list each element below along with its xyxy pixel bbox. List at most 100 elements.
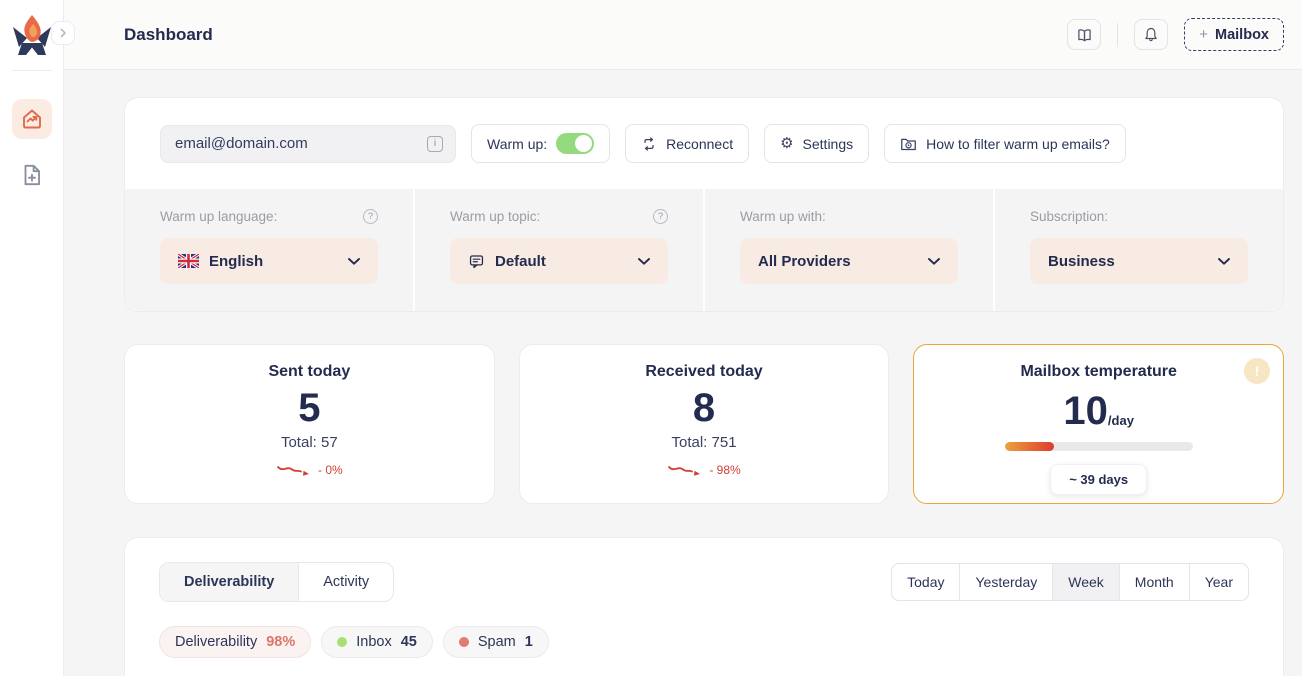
range-year[interactable]: Year xyxy=(1188,564,1248,600)
trend-value: - 98% xyxy=(709,463,741,477)
plus-icon: + xyxy=(1199,26,1209,43)
topic-dropdown[interactable]: Default xyxy=(450,238,668,284)
home-trend-icon xyxy=(22,109,41,129)
temperature-unit: /day xyxy=(1107,413,1134,428)
range-month[interactable]: Month xyxy=(1118,564,1189,600)
chevron-down-icon xyxy=(1218,257,1230,265)
warmup-toggle[interactable] xyxy=(556,133,595,154)
panel-tabs: Deliverability Activity xyxy=(159,562,395,602)
spam-chip[interactable]: Spam 1 xyxy=(442,626,549,658)
content: i Warm up: Reconnect ⚙ xyxy=(64,70,1302,676)
mailbox-temperature-card: ! Mailbox temperature 10 /day ~ 39 days xyxy=(913,344,1285,504)
sidebar-item-dashboard[interactable] xyxy=(11,99,52,139)
sent-today-card: Sent today 5 Total: 57 - 0% xyxy=(124,344,495,504)
sidebar-expand-button[interactable] xyxy=(51,21,75,45)
tab-activity[interactable]: Activity xyxy=(323,574,370,590)
sidebar-divider xyxy=(11,70,52,71)
chip-label: Inbox xyxy=(356,634,392,650)
help-icon[interactable]: ? xyxy=(363,209,378,224)
date-range-selector: Today Yesterday Week Month Year xyxy=(891,563,1249,601)
temperature-eta-badge: ~ 39 days xyxy=(1050,464,1148,495)
email-field-wrap: i xyxy=(160,124,456,163)
temperature-progress-fill xyxy=(1004,442,1054,451)
warmup-label: Warm up: xyxy=(487,135,548,152)
stat-total: Total: 57 xyxy=(280,434,338,451)
trend-down-sparkline-icon xyxy=(277,466,309,476)
stat-title: Received today xyxy=(645,363,763,380)
warning-icon[interactable]: ! xyxy=(1244,358,1271,384)
trend-value: - 0% xyxy=(317,463,343,477)
stat-total: Total: 751 xyxy=(671,434,737,451)
reconnect-label: Reconnect xyxy=(666,135,734,152)
range-today[interactable]: Today xyxy=(907,574,945,590)
gear-icon: ⚙ xyxy=(780,135,794,152)
chevron-down-icon xyxy=(928,257,940,265)
setting-label: Warm up language: xyxy=(160,209,278,224)
dropdown-value: All Providers xyxy=(758,252,851,270)
video-folder-icon xyxy=(901,138,917,150)
chevron-down-icon xyxy=(348,257,360,265)
info-icon[interactable]: i xyxy=(427,135,443,152)
file-plus-icon xyxy=(24,164,40,186)
stat-value: 5 xyxy=(298,386,321,430)
filter-help-label: How to filter warm up emails? xyxy=(926,135,1110,152)
stats-row: Sent today 5 Total: 57 - 0% Received tod… xyxy=(124,344,1285,504)
language-dropdown[interactable]: English xyxy=(160,238,378,284)
header-separator xyxy=(1117,22,1119,47)
setting-label: Warm up topic: xyxy=(450,209,541,224)
app-logo xyxy=(0,0,63,56)
chevron-down-icon xyxy=(638,257,650,265)
setting-subscription: Subscription: Business xyxy=(995,189,1283,311)
uk-flag-icon xyxy=(178,254,199,268)
sidebar-item-add-mailbox[interactable] xyxy=(12,155,52,195)
sync-icon xyxy=(644,136,654,151)
range-yesterday[interactable]: Yesterday xyxy=(959,564,1052,600)
filter-help-button[interactable]: How to filter warm up emails? xyxy=(884,124,1126,163)
deliverability-chip[interactable]: Deliverability 98% xyxy=(159,626,312,658)
setting-label: Subscription: xyxy=(1030,209,1109,224)
setting-topic: Warm up topic: ? Default xyxy=(415,189,703,311)
setting-language: Warm up language: ? English xyxy=(125,189,413,311)
spam-dot-icon xyxy=(458,637,469,647)
add-mailbox-label: Mailbox xyxy=(1215,26,1269,43)
open-book-icon xyxy=(1078,28,1091,41)
inbox-chip[interactable]: Inbox 45 xyxy=(321,626,433,658)
range-week[interactable]: Week xyxy=(1052,564,1119,600)
mailbox-settings-card: i Warm up: Reconnect ⚙ xyxy=(124,97,1284,312)
inbox-dot-icon xyxy=(337,637,348,647)
main-area: Dashboard + Mailbox xyxy=(64,0,1302,676)
page-header: Dashboard + Mailbox xyxy=(64,0,1302,70)
providers-dropdown[interactable]: All Providers xyxy=(740,238,958,284)
header-actions: + Mailbox xyxy=(1067,18,1284,51)
sidebar xyxy=(0,0,75,676)
toggle-knob xyxy=(575,135,593,152)
temperature-progress-track xyxy=(1004,442,1193,451)
warmup-settings-band: Warm up language: ? English xyxy=(125,189,1283,311)
dropdown-value: Default xyxy=(495,252,546,270)
stat-value: 8 xyxy=(692,386,716,430)
tab-deliverability[interactable]: Deliverability xyxy=(160,563,300,601)
help-icon[interactable]: ? xyxy=(653,209,668,224)
setting-providers: Warm up with: All Providers xyxy=(705,189,993,311)
subscription-dropdown[interactable]: Business xyxy=(1030,238,1248,284)
bell-icon xyxy=(1145,27,1157,42)
chip-label: Spam xyxy=(477,634,516,650)
notifications-button[interactable] xyxy=(1134,19,1169,50)
docs-button[interactable] xyxy=(1067,19,1102,50)
email-field[interactable] xyxy=(175,135,427,152)
chip-value: 98% xyxy=(266,634,296,650)
warmy-flame-logo-icon xyxy=(12,15,51,55)
received-today-card: Received today 8 Total: 751 - 98% xyxy=(518,344,890,504)
sidebar-nav xyxy=(0,99,63,195)
reconnect-button[interactable]: Reconnect xyxy=(625,124,750,163)
add-mailbox-button[interactable]: + Mailbox xyxy=(1184,18,1284,51)
legend-chips: Deliverability 98% Inbox 45 Spam 1 xyxy=(159,626,1249,658)
settings-button[interactable]: ⚙ Settings xyxy=(764,124,870,163)
trend-down-sparkline-icon xyxy=(668,466,701,476)
chip-value: 45 xyxy=(400,634,417,650)
mailbox-toolbar: i Warm up: Reconnect ⚙ xyxy=(125,98,1283,189)
chat-icon xyxy=(469,254,484,268)
warmup-toggle-group: Warm up: xyxy=(471,124,611,163)
chevron-right-icon xyxy=(60,28,66,38)
dropdown-value: Business xyxy=(1048,252,1115,270)
